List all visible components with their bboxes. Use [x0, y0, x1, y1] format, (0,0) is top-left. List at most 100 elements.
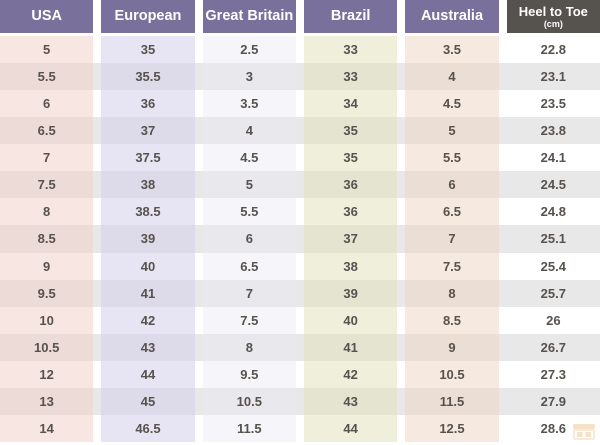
table-cell: 8 — [202, 333, 296, 361]
table-cell: 35 — [304, 117, 398, 145]
table-cell: 39 — [101, 225, 195, 253]
table-cell: 8.5 — [405, 306, 499, 334]
table-row: 8.5 39 6 37 7 25.1 — [0, 225, 600, 253]
table-cell: 9.5 — [202, 360, 296, 388]
table-cell: 11.5 — [405, 387, 499, 415]
table-row: 5.5 35.5 3 33 4 23.1 — [0, 63, 600, 91]
table-cell: 45 — [101, 387, 195, 415]
table-cell: 27.3 — [540, 366, 566, 382]
table-row: 12 44 9.5 42 10.5 27.3 — [0, 360, 600, 388]
table-cell: 36 — [304, 171, 398, 199]
table-cell: 8 — [405, 279, 499, 307]
table-cell: 44 — [304, 414, 398, 442]
table-cell: 2.5 — [202, 36, 296, 64]
column-header-european: European — [101, 0, 195, 33]
table-cell: 8 — [0, 198, 94, 226]
table-cell: 10.5 — [405, 360, 499, 388]
table-row: 6.5 37 4 35 5 23.8 — [0, 117, 600, 145]
table-row: 7 37.5 4.5 35 5.5 24.1 — [0, 144, 600, 172]
table-cell: 7 — [0, 144, 94, 172]
table-cell: 10.5 — [0, 333, 94, 361]
table-cell: 39 — [304, 279, 398, 307]
table-cell: 23.5 — [540, 96, 566, 112]
column-header-usa: USA — [0, 0, 94, 33]
table-cell: 36 — [304, 198, 398, 226]
table-cell: 28.6 — [540, 420, 566, 436]
table-cell: 8.5 — [0, 225, 94, 253]
table-row: 13 45 10.5 43 11.5 27.9 — [0, 387, 600, 415]
table-cell: 14 — [0, 414, 94, 442]
table-body: 5 35 2.5 33 3.5 22.8 5.5 35.5 3 33 4 23.1 6 36 3.5 34 4.… — [0, 36, 600, 442]
table-cell: 25.7 — [540, 285, 566, 301]
table-cell: 6.5 — [0, 117, 94, 145]
table-row: 14 46.5 11.5 44 12.5 28.6 — [0, 414, 600, 442]
table-cell: 27.9 — [540, 393, 566, 409]
column-header-label: Great Britain — [205, 8, 294, 25]
column-header-label: Brazil — [330, 8, 371, 25]
table-cell: 5.5 — [0, 63, 94, 91]
table-cell: 25.4 — [540, 258, 566, 274]
table-cell: 24.8 — [540, 204, 566, 220]
table-cell: 7.5 — [202, 306, 296, 334]
table-cell: 4 — [405, 63, 499, 91]
table-cell: 43 — [101, 333, 195, 361]
table-cell: 35.5 — [101, 63, 195, 91]
table-row: 5 35 2.5 33 3.5 22.8 — [0, 36, 600, 64]
column-header-label: USA — [31, 8, 62, 25]
table-cell: 34 — [304, 90, 398, 118]
table-cell: 5.5 — [202, 198, 296, 226]
table-cell: 4.5 — [202, 144, 296, 172]
column-header-label: Australia — [420, 8, 484, 25]
table-cell: 6.5 — [202, 252, 296, 280]
table-cell: 12 — [0, 360, 94, 388]
table-cell: 23.8 — [540, 123, 566, 139]
table-cell: 6 — [0, 90, 94, 118]
table-cell: 26.7 — [540, 339, 566, 355]
table-row: 10 42 7.5 40 8.5 26 — [0, 306, 600, 334]
table-cell: 9 — [405, 333, 499, 361]
table-cell: 5 — [202, 171, 296, 199]
table-cell: 26 — [546, 312, 561, 328]
table-cell: 25.1 — [540, 231, 566, 247]
table-cell: 3.5 — [405, 36, 499, 64]
column-header-unit-label: (cm) — [543, 18, 563, 29]
table-cell: 12.5 — [405, 414, 499, 442]
table-cell: 42 — [304, 360, 398, 388]
table-cell: 35 — [304, 144, 398, 172]
table-header-row: USA European Great Britain Brazil Austra… — [0, 0, 600, 33]
table-cell: 9 — [0, 252, 94, 280]
table-row: 9.5 41 7 39 8 25.7 — [0, 279, 600, 307]
table-cell: 9.5 — [0, 279, 94, 307]
table-cell: 4 — [202, 117, 296, 145]
table-cell: 7.5 — [405, 252, 499, 280]
table-cell: 6.5 — [405, 198, 499, 226]
table-cell: 3.5 — [202, 90, 296, 118]
table-cell: 36 — [101, 90, 195, 118]
table-cell: 37.5 — [101, 144, 195, 172]
column-header-great-britain: Great Britain — [202, 0, 296, 33]
table-cell: 11.5 — [202, 414, 296, 442]
table-cell: 24.1 — [540, 150, 566, 166]
table-row: 7.5 38 5 36 6 24.5 — [0, 171, 600, 199]
column-header-label: European — [114, 8, 182, 25]
table-row: 10.5 43 8 41 9 26.7 — [0, 333, 600, 361]
table-cell: 43 — [304, 387, 398, 415]
table-cell: 33 — [304, 36, 398, 64]
table-cell: 41 — [101, 279, 195, 307]
table-cell: 5 — [0, 36, 94, 64]
table-cell: 7 — [405, 225, 499, 253]
table-cell: 13 — [0, 387, 94, 415]
table-cell: 33 — [304, 63, 398, 91]
table-cell: 37 — [101, 117, 195, 145]
table-row: 8 38.5 5.5 36 6.5 24.8 — [0, 198, 600, 226]
table-cell: 10.5 — [202, 387, 296, 415]
table-cell: 7 — [202, 279, 296, 307]
table-cell: 22.8 — [540, 42, 566, 58]
table-cell: 6 — [405, 171, 499, 199]
table-row: 9 40 6.5 38 7.5 25.4 — [0, 252, 600, 280]
table-cell: 10 — [0, 306, 94, 334]
column-header-australia: Australia — [405, 0, 499, 33]
table-cell: 40 — [101, 252, 195, 280]
column-header-brazil: Brazil — [304, 0, 398, 33]
